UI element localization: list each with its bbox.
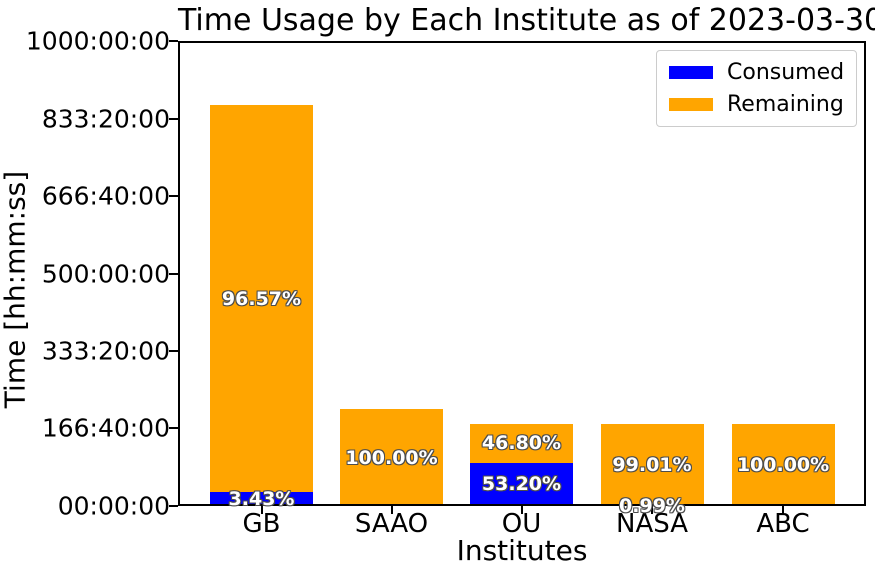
bar-label-consumed-nasa: 0.99% bbox=[619, 494, 685, 517]
legend-entry-consumed: Consumed bbox=[669, 60, 844, 85]
y-tick-mark bbox=[169, 194, 178, 197]
y-tick-label: 1000:00:00 bbox=[25, 26, 170, 56]
bar-segment-remaining-gb bbox=[210, 105, 313, 493]
bar-label-remaining-abc: 100.00% bbox=[736, 454, 830, 477]
x-tick-label: GB bbox=[242, 509, 281, 539]
consumed-color-swatch bbox=[669, 66, 713, 79]
x-tick-label: ABC bbox=[756, 509, 810, 539]
x-tick-mark bbox=[651, 506, 653, 514]
y-tick-label: 666:40:00 bbox=[41, 181, 170, 211]
bar-label-remaining-gb: 96.57% bbox=[221, 287, 302, 310]
y-tick-label: 833:20:00 bbox=[41, 104, 170, 133]
bar-segment-consumed-ou bbox=[470, 462, 573, 506]
y-tick-label: 500:00:00 bbox=[41, 259, 170, 288]
bar-segment-remaining-ou bbox=[470, 424, 573, 463]
chart-title: Time Usage by Each Institute as of 2023-… bbox=[178, 3, 875, 38]
remaining-color-swatch bbox=[669, 98, 713, 111]
bar-label-consumed-ou: 53.20% bbox=[481, 473, 562, 496]
bar-label-remaining-nasa: 99.01% bbox=[612, 453, 692, 476]
bar-segment-consumed-gb bbox=[210, 492, 313, 506]
x-tick-mark bbox=[782, 506, 784, 514]
x-tick-mark bbox=[260, 506, 263, 514]
y-tick-mark bbox=[169, 505, 178, 507]
x-tick-mark bbox=[520, 506, 523, 514]
bar-label-remaining-ou: 46.80% bbox=[481, 432, 562, 455]
x-tick-mark bbox=[390, 506, 393, 514]
y-tick-mark bbox=[169, 272, 178, 275]
legend-entry-remaining: Remaining bbox=[669, 92, 844, 117]
x-tick-label: SAAO bbox=[354, 509, 429, 539]
legend: Consumed Remaining bbox=[656, 50, 857, 127]
y-tick-mark bbox=[169, 40, 178, 42]
legend-label-consumed: Consumed bbox=[727, 60, 845, 85]
bar-label-consumed-gb: 3.43% bbox=[228, 488, 295, 511]
bar-label-remaining-saao: 100.00% bbox=[345, 446, 438, 469]
legend-label-remaining: Remaining bbox=[727, 92, 844, 117]
x-axis-label: Institutes bbox=[456, 534, 588, 567]
bar-segment-remaining-saao bbox=[340, 409, 443, 506]
y-tick-mark bbox=[169, 117, 178, 120]
bar-segment-remaining-abc bbox=[731, 424, 835, 506]
bar-segment-remaining-nasa bbox=[600, 424, 704, 506]
y-tick-label: 00:00:00 bbox=[57, 491, 170, 521]
y-tick-label: 166:40:00 bbox=[41, 413, 170, 443]
y-tick-mark bbox=[169, 427, 178, 430]
y-tick-label: 333:20:00 bbox=[41, 336, 170, 366]
x-tick-label: OU bbox=[501, 509, 542, 539]
y-tick-mark bbox=[169, 350, 178, 352]
x-tick-label: NASA bbox=[615, 509, 689, 539]
